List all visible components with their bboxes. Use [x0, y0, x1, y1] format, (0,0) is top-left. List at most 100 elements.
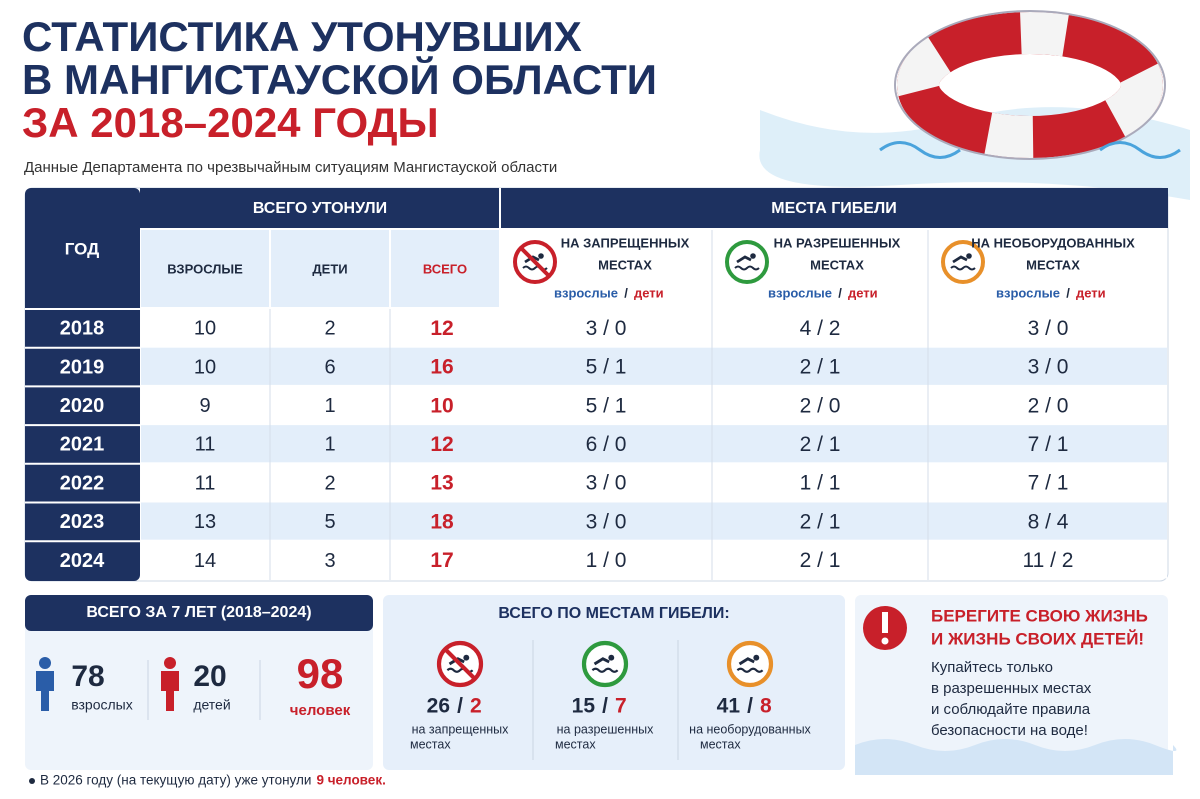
title-line: В МАНГИСТАУСКОЙ ОБЛАСТИ — [22, 55, 657, 103]
icon-ring — [725, 240, 769, 284]
places-children: 2 — [470, 695, 482, 718]
warning-dot — [881, 637, 889, 645]
warning-mark — [882, 612, 888, 633]
adults: 9 — [199, 395, 210, 417]
place-count: 2 / 1 — [800, 549, 841, 572]
year: 2023 — [60, 511, 105, 533]
footer-highlight: 9 человек. — [316, 773, 385, 788]
summary-header — [25, 595, 373, 631]
legend-adults: взрослые — [996, 285, 1060, 300]
children: 5 — [324, 511, 335, 533]
legend-adults: взрослые — [554, 285, 618, 300]
place-count: 1 / 0 — [586, 549, 627, 572]
children-total: 20 — [193, 660, 226, 693]
places-children: 8 — [760, 695, 772, 718]
group-header-text: МЕСТА ГИБЕЛИ — [771, 200, 896, 217]
total: 12 — [430, 433, 453, 456]
footer-bullet — [29, 778, 35, 784]
splash-lines — [879, 141, 1181, 159]
children: 2 — [324, 318, 335, 340]
warning-waves — [855, 739, 1177, 775]
title-line: ЗА 2018–2024 ГОДЫ — [22, 99, 439, 146]
year: 2024 — [60, 550, 105, 572]
places-sep: / — [747, 695, 753, 718]
place-count: 2 / 0 — [800, 394, 841, 417]
total: 17 — [430, 549, 453, 572]
total: 10 — [430, 394, 453, 417]
title-line: СТАТИСТИКА УТОНУВШИХ — [22, 13, 582, 60]
place-count: 2 / 1 — [800, 510, 841, 533]
adults: 14 — [194, 550, 216, 572]
places-label: на разрешенных — [557, 722, 654, 736]
adults-label: взрослых — [71, 697, 133, 713]
place-count: 4 / 2 — [800, 317, 841, 340]
children: 6 — [324, 356, 335, 378]
place-count: 3 / 0 — [586, 472, 627, 495]
places-sep: / — [602, 695, 608, 718]
grand-total: 98 — [297, 650, 344, 697]
total-label: человек — [290, 702, 351, 719]
place-count: 2 / 1 — [800, 356, 841, 379]
group-header — [140, 188, 1168, 228]
place-count: 7 / 1 — [1028, 472, 1069, 495]
place-count: 6 / 0 — [586, 433, 627, 456]
icon-ring — [726, 640, 774, 688]
places-label: местах — [700, 737, 741, 751]
rope — [894, 10, 1166, 160]
ring-stripes — [897, 12, 1163, 158]
row-bg — [141, 425, 1167, 463]
column-header: ВСЕГО — [423, 261, 467, 276]
place-header: МЕСТАХ — [810, 257, 864, 272]
place-count: 1 / 1 — [800, 472, 841, 495]
legend-children: дети — [634, 285, 664, 300]
year-column — [25, 188, 140, 581]
year: 2022 — [60, 472, 105, 494]
legend-sep: / — [838, 285, 842, 300]
legend-adults: взрослые — [768, 285, 832, 300]
place-count: 5 / 1 — [586, 394, 627, 417]
person-body — [36, 671, 54, 711]
adults: 10 — [194, 318, 216, 340]
person-head — [39, 657, 51, 669]
column-header: ВЗРОСЛЫЕ — [167, 261, 243, 276]
legend-children: дети — [848, 285, 878, 300]
children: 2 — [324, 472, 335, 494]
subheader-cell — [271, 230, 389, 307]
subheader-cell — [391, 230, 499, 307]
place-count: 3 / 0 — [1028, 356, 1069, 379]
warning-headline: И ЖИЗНЬ СВОИХ ДЕТЕЙ! — [931, 629, 1144, 648]
place-count: 11 / 2 — [1023, 549, 1074, 572]
place-header: МЕСТАХ — [598, 257, 652, 272]
summary-box — [25, 595, 373, 770]
adults: 11 — [195, 434, 216, 456]
icon-swimmer — [593, 657, 610, 666]
year: 2021 — [60, 434, 105, 456]
icon-swimmer — [738, 657, 755, 666]
children: 1 — [324, 434, 335, 456]
place-count: 2 / 0 — [1028, 394, 1069, 417]
year: 2018 — [60, 318, 105, 340]
year: 2020 — [60, 395, 105, 417]
place-header: НА РАЗРЕШЕННЫХ — [774, 235, 901, 250]
icon-head — [608, 654, 615, 661]
warning-headline: БЕРЕГИТЕ СВОЮ ЖИЗНЬ — [931, 606, 1148, 625]
place-header: НА НЕОБОРУДОВАННЫХ — [971, 235, 1135, 250]
total: 12 — [430, 317, 453, 340]
places-title: ВСЕГО ПО МЕСТАМ ГИБЕЛИ: — [498, 605, 729, 622]
warning-text: и соблюдайте правила — [931, 701, 1091, 718]
column-header: ДЕТИ — [312, 261, 347, 276]
year: 2019 — [60, 356, 105, 378]
place-count: 2 / 1 — [800, 433, 841, 456]
places-label: на необорудованных — [689, 722, 811, 736]
icon-swimmer — [524, 255, 540, 264]
places-sep: / — [457, 695, 463, 718]
children: 3 — [324, 550, 335, 572]
icon-head — [538, 253, 544, 259]
person-head — [164, 657, 176, 669]
icon-ring — [941, 240, 985, 284]
row-bg — [141, 386, 1167, 424]
place-header: НА ЗАПРЕЩЕННЫХ — [561, 235, 690, 250]
children: 1 — [324, 395, 335, 417]
icon-swimmer — [952, 255, 968, 264]
